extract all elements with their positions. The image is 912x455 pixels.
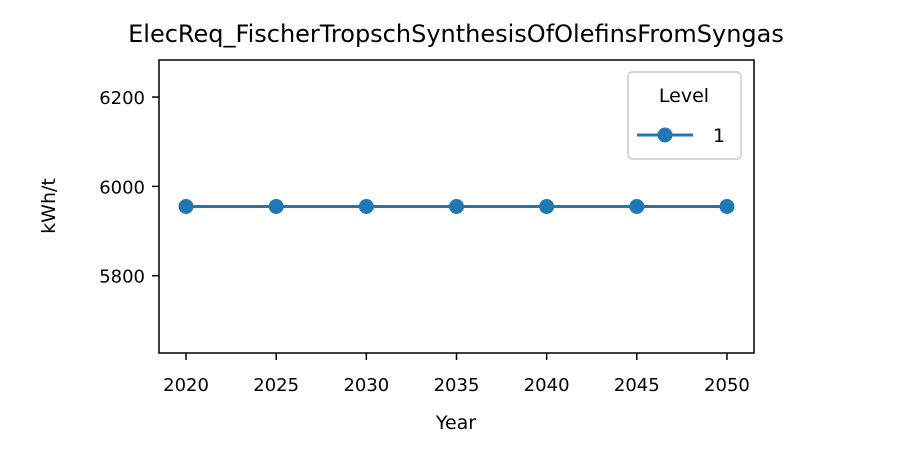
y-axis-label: kWh/t xyxy=(38,178,60,234)
y-axis: 5800 6000 6200 xyxy=(99,88,159,288)
data-point xyxy=(719,199,735,214)
data-point xyxy=(539,199,555,214)
x-tick-label: 2050 xyxy=(704,375,750,396)
data-point xyxy=(178,199,194,214)
x-tick-label: 2030 xyxy=(343,375,389,396)
x-tick-label: 2020 xyxy=(163,375,209,396)
y-tick-label: 6000 xyxy=(99,177,145,198)
x-tick-label: 2045 xyxy=(614,375,660,396)
data-point xyxy=(268,199,284,214)
legend-marker-sample xyxy=(657,127,673,143)
data-point xyxy=(449,199,464,214)
legend-label: 1 xyxy=(713,125,725,147)
legend-title: Level xyxy=(659,85,709,107)
x-tick-label: 2035 xyxy=(434,375,480,396)
x-tick-label: 2040 xyxy=(524,375,570,396)
x-axis: 2020 2025 2030 2035 2040 2045 2050 xyxy=(163,353,750,396)
data-point xyxy=(629,199,645,214)
y-tick-label: 6200 xyxy=(99,88,145,109)
legend-box xyxy=(627,71,742,160)
y-tick-label: 5800 xyxy=(99,267,145,288)
x-axis-label: Year xyxy=(435,412,476,434)
chart-title: ElecReq_FischerTropschSynthesisOfOlefins… xyxy=(128,20,784,48)
series-layer xyxy=(178,199,735,214)
x-tick-label: 2025 xyxy=(253,375,299,396)
data-point xyxy=(358,199,374,214)
legend: Level 1 xyxy=(627,71,742,160)
